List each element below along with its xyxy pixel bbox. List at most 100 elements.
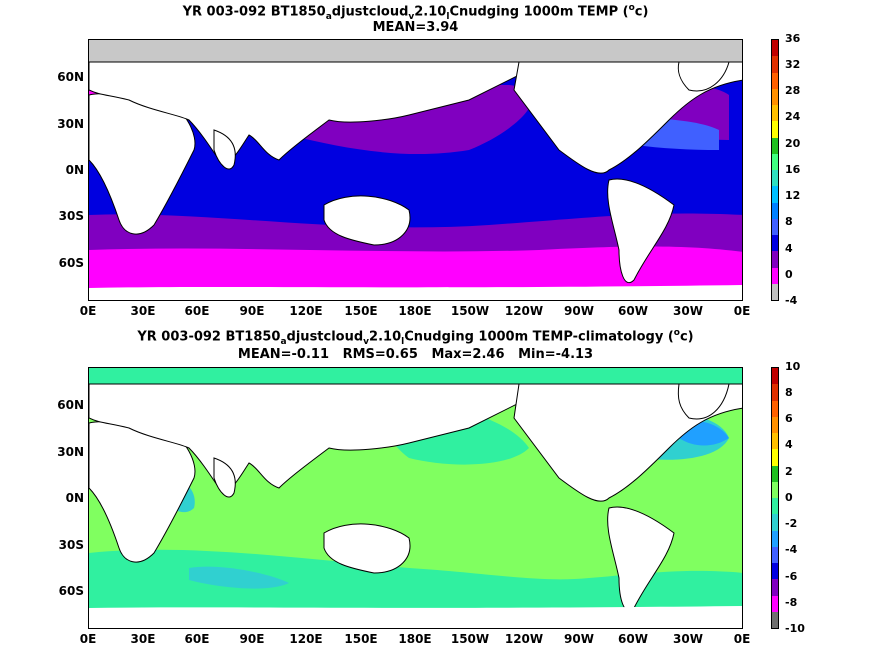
map2-lon-label: 60E [184, 632, 210, 646]
map1-colorbar [771, 39, 779, 301]
colorbar-swatch [772, 72, 778, 89]
map1-field [89, 40, 742, 300]
colorbar-swatch [772, 433, 778, 450]
map2-colorbar-label: -8 [785, 596, 798, 609]
colorbar-swatch [772, 595, 778, 612]
colorbar-swatch [772, 267, 778, 284]
map2-lon-label: 150E [344, 632, 378, 646]
colorbar-swatch [772, 546, 778, 563]
map1-lon-label: 0E [733, 304, 751, 318]
map1-lon-label: 30E [130, 304, 156, 318]
map1-lon-label: 120E [289, 304, 323, 318]
map2-lat-label: 30N [57, 445, 84, 459]
colorbar-swatch [772, 88, 778, 105]
map1-colorbar-label: 4 [785, 242, 793, 255]
colorbar-swatch [772, 186, 778, 203]
map2-colorbar-label: 2 [785, 465, 793, 478]
map1-lon-label: 90W [564, 304, 594, 318]
map1-lon-label: 60E [184, 304, 210, 318]
colorbar-swatch [772, 121, 778, 138]
map1-lat-label: 0N [65, 163, 84, 177]
colorbar-swatch [772, 563, 778, 580]
map2-lat-label: 30S [58, 538, 84, 552]
map1-colorbar-label: 36 [785, 32, 801, 45]
map2-lon-label: 120E [289, 632, 323, 646]
colorbar-swatch [772, 481, 778, 498]
map2-lat-label: 60S [58, 584, 84, 598]
colorbar-swatch [772, 416, 778, 433]
map2-lon-label: 150W [450, 632, 490, 646]
map2-stats: MEAN=-0.11 RMS=0.65 Max=2.46 Min=-4.13 [237, 347, 594, 362]
colorbar-swatch [772, 170, 778, 187]
map2-lon-label: 30W [673, 632, 703, 646]
map2-lon-label: 120W [504, 632, 544, 646]
map1-lat-label: 30N [57, 117, 84, 131]
map2-lon-label: 0E [79, 632, 97, 646]
map1-colorbar-label: 20 [785, 137, 801, 150]
map2-lon-label: 90E [239, 632, 265, 646]
colorbar-swatch [772, 579, 778, 596]
map2-lon-label: 90W [564, 632, 594, 646]
colorbar-swatch [772, 218, 778, 235]
map1-colorbar-label: 28 [785, 84, 801, 97]
map1-colorbar-label: 16 [785, 163, 801, 176]
map2-colorbar-label: -10 [785, 622, 805, 635]
map2-colorbar-label: 8 [785, 386, 793, 399]
map2-colorbar-label: 0 [785, 491, 793, 504]
map1-lon-label: 180E [398, 304, 432, 318]
map2-colorbar-label: 6 [785, 412, 793, 425]
map2-colorbar-label: 4 [785, 438, 793, 451]
map2-lon-label: 180E [398, 632, 432, 646]
map2-panel [88, 367, 743, 629]
map1-colorbar-label: 0 [785, 268, 793, 281]
map1-panel [88, 39, 743, 301]
colorbar-swatch [772, 105, 778, 122]
colorbar-swatch [772, 384, 778, 401]
map2-title: YR 003-092 BT1850adjustcloudv2.10lCnudgi… [137, 328, 694, 347]
map2-lat-label: 0N [65, 491, 84, 505]
map2-colorbar [771, 367, 779, 629]
map2-colorbar-label: -6 [785, 570, 798, 583]
colorbar-swatch [772, 202, 778, 219]
map1-colorbar-label: 32 [785, 58, 801, 71]
map2-colorbar-label: 10 [785, 360, 801, 373]
map1-lat-label: 60N [57, 70, 84, 84]
colorbar-swatch [772, 153, 778, 170]
colorbar-swatch [772, 514, 778, 531]
colorbar-swatch [772, 611, 778, 628]
colorbar-swatch [772, 283, 778, 300]
map1-lon-label: 120W [504, 304, 544, 318]
colorbar-swatch [772, 449, 778, 466]
colorbar-swatch [772, 251, 778, 268]
map1-colorbar-label: 12 [785, 189, 801, 202]
colorbar-swatch [772, 137, 778, 154]
map1-colorbar-label: -4 [785, 294, 798, 307]
map1-lon-label: 150W [450, 304, 490, 318]
map2-colorbar-label: -2 [785, 517, 798, 530]
map1-lon-label: 90E [239, 304, 265, 318]
map1-lon-label: 150E [344, 304, 378, 318]
colorbar-swatch [772, 400, 778, 417]
colorbar-swatch [772, 40, 778, 57]
map2-lon-label: 30E [130, 632, 156, 646]
colorbar-swatch [772, 235, 778, 252]
colorbar-swatch [772, 465, 778, 482]
map1-colorbar-label: 24 [785, 110, 801, 123]
map1-colorbar-label: 8 [785, 215, 793, 228]
colorbar-swatch [772, 368, 778, 385]
map2-colorbar-label: -4 [785, 543, 798, 556]
map1-lat-label: 60S [58, 256, 84, 270]
map1-lon-label: 0E [79, 304, 97, 318]
map1-title: YR 003-092 BT1850adjustcloudv2.10lCnudgi… [182, 3, 649, 22]
colorbar-swatch [772, 56, 778, 73]
map2-field [89, 368, 742, 628]
map1-stats: MEAN=3.94 [372, 20, 459, 35]
colorbar-swatch [772, 530, 778, 547]
map1-lat-label: 30S [58, 209, 84, 223]
colorbar-swatch [772, 498, 778, 515]
map2-lat-label: 60N [57, 398, 84, 412]
map2-lon-label: 60W [618, 632, 648, 646]
map1-lon-label: 30W [673, 304, 703, 318]
map1-lon-label: 60W [618, 304, 648, 318]
map2-lon-label: 0E [733, 632, 751, 646]
